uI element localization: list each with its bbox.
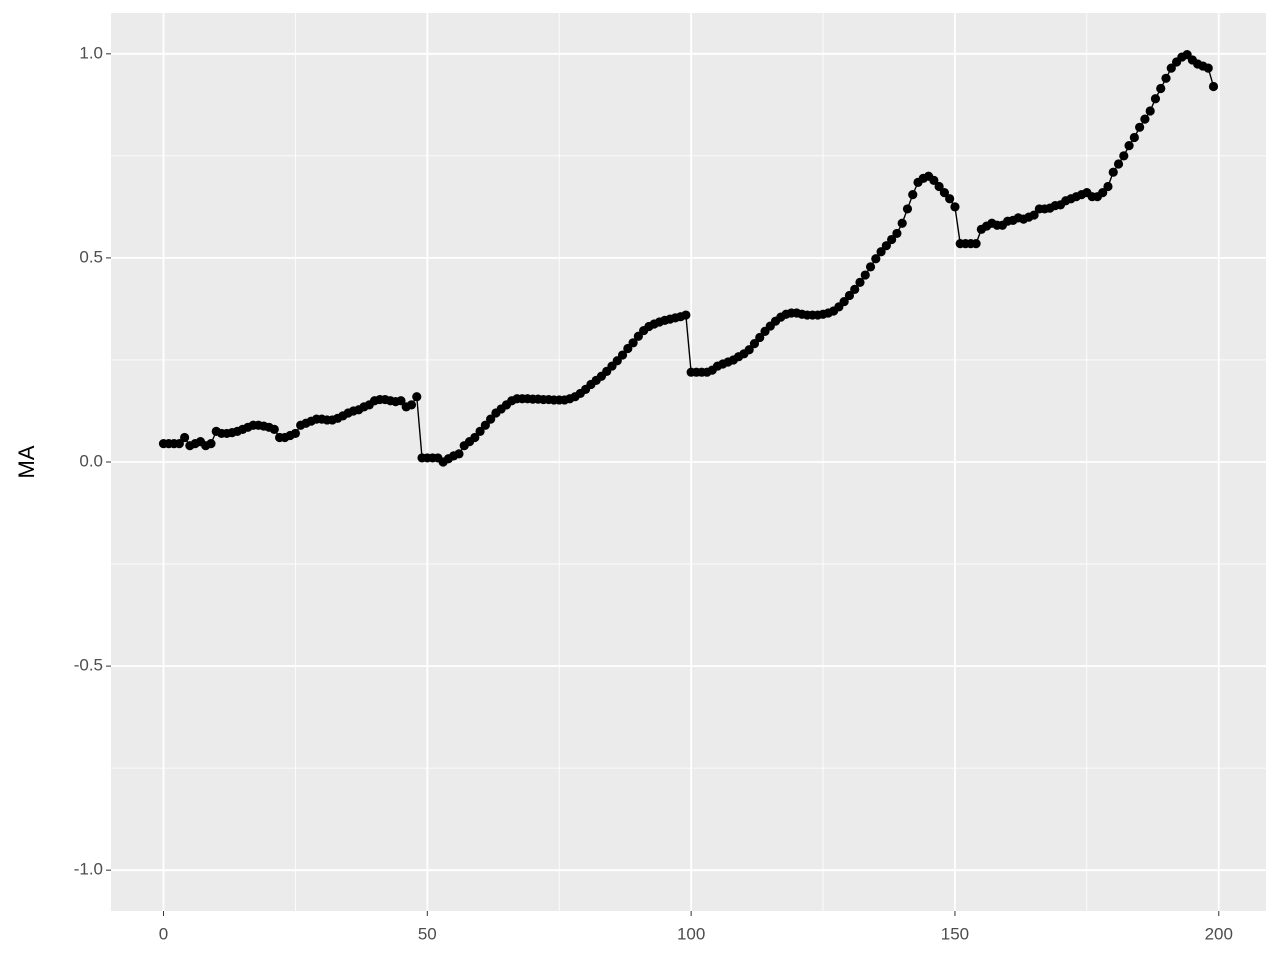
point bbox=[1135, 122, 1145, 132]
point bbox=[844, 290, 855, 301]
point bbox=[950, 202, 960, 212]
point bbox=[480, 420, 490, 430]
point bbox=[1029, 210, 1039, 220]
point bbox=[412, 392, 422, 402]
point bbox=[206, 439, 216, 449]
point bbox=[1156, 83, 1166, 94]
x-tick-label: 50 bbox=[418, 924, 437, 943]
point bbox=[1108, 167, 1118, 177]
x-tick-label: 100 bbox=[677, 924, 705, 943]
point bbox=[290, 428, 301, 439]
point bbox=[839, 296, 849, 307]
y-tick-label: 1.0 bbox=[79, 43, 103, 62]
point bbox=[396, 396, 406, 406]
point bbox=[406, 400, 417, 410]
point bbox=[1203, 63, 1213, 73]
point bbox=[929, 175, 939, 185]
point bbox=[902, 204, 913, 214]
point bbox=[908, 190, 918, 200]
point bbox=[1150, 94, 1161, 104]
point bbox=[876, 247, 886, 257]
point bbox=[180, 432, 190, 443]
point bbox=[1098, 188, 1108, 198]
point bbox=[1113, 159, 1124, 169]
y-tick-label: 0.5 bbox=[79, 247, 103, 266]
point bbox=[855, 277, 865, 287]
point bbox=[1129, 132, 1139, 143]
point bbox=[860, 270, 870, 280]
point bbox=[269, 424, 279, 434]
y-axis-label: MA bbox=[14, 445, 39, 478]
point bbox=[1161, 73, 1171, 83]
y-tick-label: -0.5 bbox=[74, 656, 103, 675]
point bbox=[1208, 81, 1219, 92]
point bbox=[628, 338, 638, 348]
x-tick-label: 0 bbox=[159, 924, 168, 943]
point bbox=[617, 350, 628, 360]
point bbox=[744, 345, 754, 355]
point bbox=[454, 449, 464, 459]
point bbox=[749, 339, 760, 349]
point bbox=[897, 218, 907, 228]
y-tick-label: 0.0 bbox=[79, 451, 103, 470]
point bbox=[934, 181, 944, 192]
point bbox=[971, 239, 981, 249]
point bbox=[945, 194, 955, 204]
point bbox=[865, 262, 876, 272]
point bbox=[939, 188, 950, 198]
x-tick-label: 150 bbox=[941, 924, 969, 943]
point bbox=[881, 241, 891, 251]
point bbox=[755, 332, 765, 343]
point bbox=[475, 426, 485, 436]
x-tick-label: 200 bbox=[1205, 924, 1233, 943]
point bbox=[1140, 114, 1150, 124]
point bbox=[174, 439, 184, 449]
point bbox=[486, 414, 496, 424]
point bbox=[887, 234, 897, 245]
point bbox=[892, 228, 902, 239]
point bbox=[850, 284, 860, 294]
point bbox=[1124, 141, 1134, 151]
point bbox=[871, 254, 881, 264]
point bbox=[1166, 63, 1176, 73]
point bbox=[681, 310, 691, 320]
point bbox=[1103, 181, 1113, 192]
point bbox=[1119, 151, 1129, 161]
point bbox=[470, 432, 480, 443]
point bbox=[1145, 106, 1155, 116]
y-tick-label: -1.0 bbox=[74, 860, 103, 879]
